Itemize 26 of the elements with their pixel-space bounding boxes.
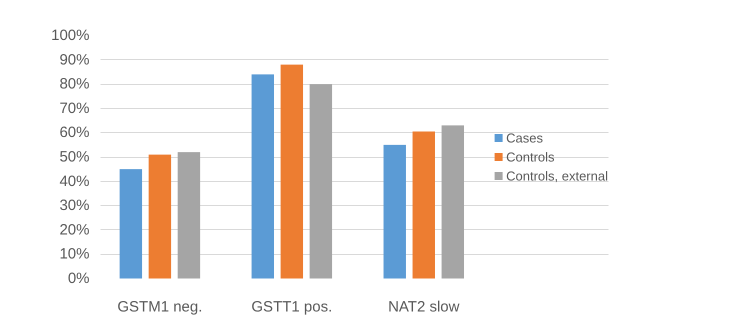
bar xyxy=(120,169,142,278)
x-tick-label: NAT2 slow xyxy=(388,298,460,316)
y-tick-label: 0% xyxy=(68,270,90,287)
y-tick-label: 20% xyxy=(59,221,90,238)
y-tick-label: 90% xyxy=(59,51,90,68)
y-tick-label: 80% xyxy=(59,76,90,93)
legend-label: Cases xyxy=(506,130,543,145)
legend-label: Controls, external xyxy=(506,168,608,183)
bar xyxy=(148,154,172,278)
y-tick-label: 10% xyxy=(59,246,90,263)
y-tick-label: 30% xyxy=(59,197,90,214)
bar xyxy=(178,152,200,278)
y-tick-label: 100% xyxy=(51,27,90,44)
bar xyxy=(442,125,464,278)
y-tick-label: 40% xyxy=(59,172,90,190)
bar xyxy=(412,131,435,278)
y-tick-label: 60% xyxy=(59,124,90,142)
bar xyxy=(310,84,332,278)
bar xyxy=(384,144,406,278)
legend-label: Controls xyxy=(506,149,555,164)
x-tick-label: GSTM1 neg. xyxy=(117,298,202,316)
bar xyxy=(280,64,304,278)
x-tick-label: GSTT1 pos. xyxy=(251,298,332,316)
bar xyxy=(252,74,274,278)
y-tick-label: 50% xyxy=(59,148,90,166)
y-tick-label: 70% xyxy=(59,100,90,117)
